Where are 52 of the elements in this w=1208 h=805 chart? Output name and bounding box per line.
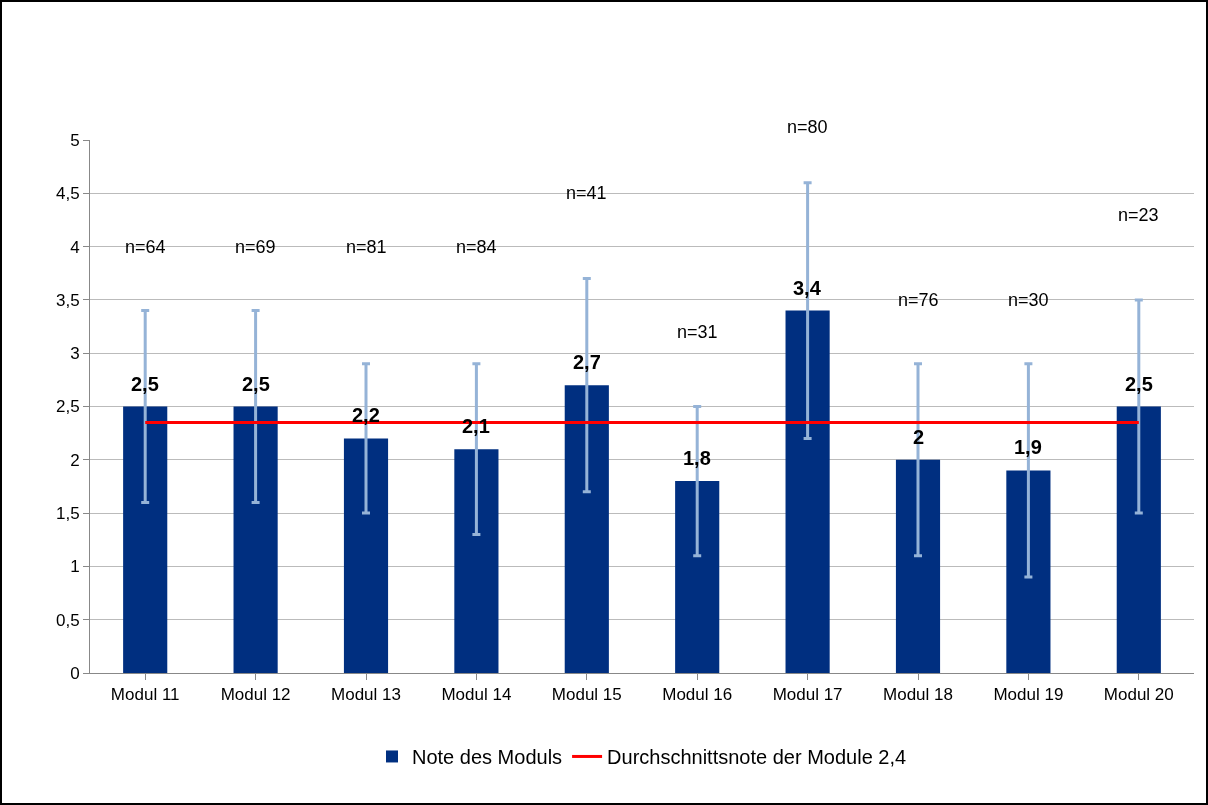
- legend-label: Durchschnittsnote der Module 2,4: [607, 746, 907, 769]
- bar: [233, 406, 278, 673]
- annotation: n=41: [566, 183, 607, 203]
- data-label: 3,4: [793, 277, 822, 299]
- x-tick-label: Modul 13: [331, 685, 401, 705]
- text: n=80: [787, 117, 828, 137]
- y-tick-label: 1,5: [55, 504, 80, 524]
- bar: [454, 449, 499, 673]
- x-tick-label: Modul 19: [993, 685, 1064, 705]
- y-tick-label: 1: [70, 557, 80, 577]
- bar: [675, 481, 720, 673]
- annotation: n=31: [677, 322, 718, 342]
- x-tick-label: Modul 17: [772, 685, 843, 705]
- x-tick-label: Modul 14: [441, 685, 512, 705]
- data-label: 2,5: [1125, 373, 1153, 395]
- annotation: n=76: [898, 290, 939, 310]
- y-tick-label: 4: [70, 237, 80, 257]
- bar: [785, 310, 830, 673]
- data-label: 2,5: [131, 373, 159, 395]
- y-tick-label: 0: [70, 663, 80, 683]
- data-label: 2,2: [352, 404, 380, 426]
- x-tick-label: Modul 12: [220, 685, 291, 705]
- data-label: 2,7: [573, 351, 601, 373]
- y-tick-label: 2: [70, 450, 80, 470]
- annotation: n=84: [456, 237, 497, 257]
- bar: [1116, 406, 1161, 673]
- data-label: 2,5: [242, 373, 270, 395]
- bar: [343, 438, 389, 673]
- x-tick-label: Modul 20: [1103, 685, 1174, 705]
- annotation: n=81: [346, 237, 387, 257]
- x-tick-label: Modul 15: [551, 685, 622, 705]
- x-tick-label: Modul 18: [883, 685, 953, 705]
- y-tick-label: 3,5: [55, 290, 80, 310]
- annotation: n=30: [1008, 290, 1049, 310]
- y-tick-label: 5: [70, 130, 80, 150]
- legend-label: Note des Moduls: [412, 746, 563, 769]
- data-label: 1,9: [1014, 436, 1042, 458]
- data-label: 1,8: [683, 447, 711, 469]
- x-tick-label: Modul 11: [110, 685, 180, 705]
- bar: [1006, 470, 1051, 673]
- y-tick-label: 0,5: [55, 610, 80, 630]
- y-tick-label: 3: [70, 344, 80, 364]
- x-tick-label: Modul 16: [662, 685, 733, 705]
- annotation: n=69: [235, 237, 276, 257]
- annotation: n=64: [125, 237, 166, 257]
- bar: [564, 385, 609, 673]
- bar: [123, 406, 168, 673]
- y-tick-label: 2,5: [55, 397, 80, 417]
- bar: [895, 459, 941, 673]
- annotation: n=23: [1118, 205, 1159, 225]
- y-tick-label: 4,5: [55, 184, 80, 204]
- data-label: 2: [913, 426, 925, 448]
